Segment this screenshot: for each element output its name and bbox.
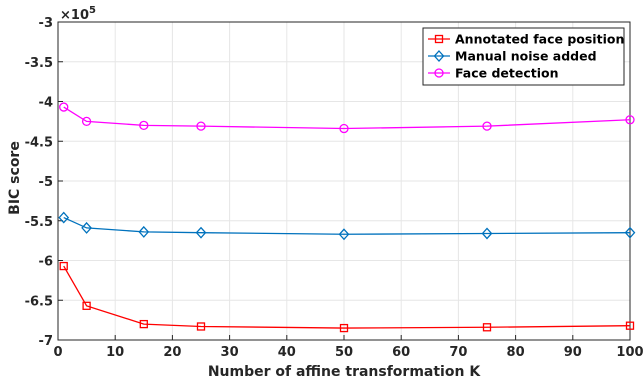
data-point: [58, 211, 70, 224]
data-point: [482, 323, 492, 332]
series-layer: [58, 102, 636, 333]
plot-frame: [57, 21, 631, 341]
data-point: [339, 323, 349, 333]
legend-label: Manual noise added: [455, 49, 597, 64]
series-line: [63, 216, 631, 235]
data-point: [82, 301, 91, 310]
x-tick-label: 20: [163, 345, 181, 360]
data-point: [196, 121, 206, 131]
data-point: [138, 225, 150, 238]
y-tick-label: -5: [39, 175, 53, 190]
y-axis-label: BIC score: [7, 141, 23, 215]
x-tick-label: 90: [564, 345, 582, 360]
data-point: [624, 226, 636, 239]
y-exponent-label: ×105: [60, 5, 96, 23]
data-point: [338, 228, 350, 241]
data-point: [81, 116, 92, 127]
data-point: [339, 123, 349, 134]
data-point: [139, 319, 148, 329]
data-point: [139, 120, 149, 130]
legend-marker: [434, 68, 444, 78]
x-tick-label: 100: [616, 345, 643, 360]
legend: Annotated face position Manual noise adde…: [422, 27, 625, 86]
legend-marker: [433, 50, 445, 62]
x-tick-label: 10: [106, 345, 124, 360]
y-tick-label: -3: [39, 16, 53, 31]
legend-entry: Face detection: [428, 66, 559, 81]
legend-box: [422, 27, 625, 86]
y-tick-label: -6: [39, 255, 53, 270]
x-tick-label: 70: [449, 345, 467, 360]
data-point: [81, 221, 92, 234]
data-point: [196, 322, 206, 331]
x-axis-label: Number of affine transformation K: [208, 364, 481, 380]
data-point: [482, 121, 492, 131]
series-line: [63, 265, 631, 329]
data-point: [625, 321, 635, 330]
legend-label: Face detection: [455, 66, 559, 81]
x-tick-label: 80: [507, 345, 525, 360]
y-tick-label: -7: [39, 334, 53, 349]
y-tick-label: -6.5: [25, 294, 53, 309]
x-tick-label: 50: [335, 345, 353, 360]
y-tick-label: -4.5: [25, 135, 53, 150]
series-circle: [59, 102, 635, 134]
series-square: [59, 261, 635, 333]
legend-entry: Manual noise added: [428, 49, 597, 64]
legend-entry: Annotated face position: [428, 32, 624, 47]
series-line: [63, 106, 631, 130]
series-diamond: [58, 211, 636, 241]
legend-label: Annotated face position: [455, 32, 624, 47]
legend-marker: [434, 34, 444, 44]
data-point: [195, 226, 207, 239]
tick-labels: 0 10 20 30 40 50 60 70 80 90 100 -7 -6.5 -6 -5.5 -5 -4.5…: [25, 16, 644, 360]
y-tick-label: -3.5: [25, 56, 53, 71]
x-tick-label: 30: [221, 345, 239, 360]
x-tick-label: 40: [278, 345, 296, 360]
data-point: [59, 261, 68, 271]
y-tick-label: -5.5: [25, 215, 53, 230]
x-tick-label: 60: [392, 345, 410, 360]
x-tick-label: 0: [53, 345, 62, 360]
data-point: [59, 102, 69, 112]
data-point: [625, 115, 635, 125]
data-point: [481, 227, 493, 240]
y-tick-label: -4: [39, 96, 53, 111]
